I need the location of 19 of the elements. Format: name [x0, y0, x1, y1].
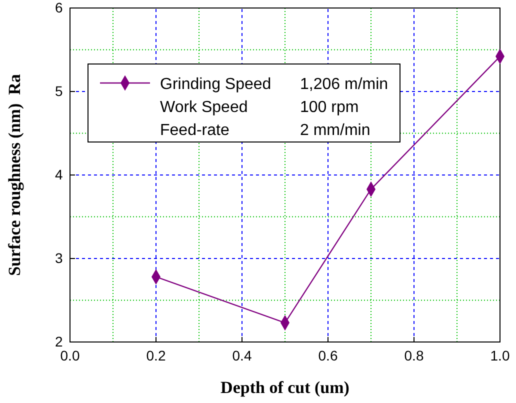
y-tick-label: 3 — [55, 250, 64, 266]
x-tick-label: 1.0 — [490, 347, 510, 364]
x-tick-label: 0.0 — [60, 347, 80, 364]
x-tick-label: 0.4 — [232, 347, 252, 364]
annotation: 1,206 m/min — [300, 76, 388, 93]
legend-label: Grinding Speed — [160, 76, 272, 93]
y-tick-label: 5 — [55, 82, 64, 99]
x-tick-label: 0.8 — [404, 347, 424, 364]
y-tick-label: 6 — [55, 0, 64, 16]
annotation: Feed-rate — [160, 122, 230, 139]
annotation: 100 rpm — [300, 99, 359, 116]
y-axis-title: Surface roughness (nm) Ra — [5, 74, 24, 276]
y-tick-label: 4 — [55, 166, 64, 182]
x-axis-title: Depth of cut (um) — [220, 378, 350, 397]
x-tick-label: 0.2 — [146, 347, 166, 364]
x-tick-label: 0.6 — [318, 347, 338, 364]
annotation: 2 mm/min — [300, 122, 370, 139]
y-tick-label: 2 — [55, 333, 64, 350]
annotation: Work Speed — [160, 99, 248, 116]
